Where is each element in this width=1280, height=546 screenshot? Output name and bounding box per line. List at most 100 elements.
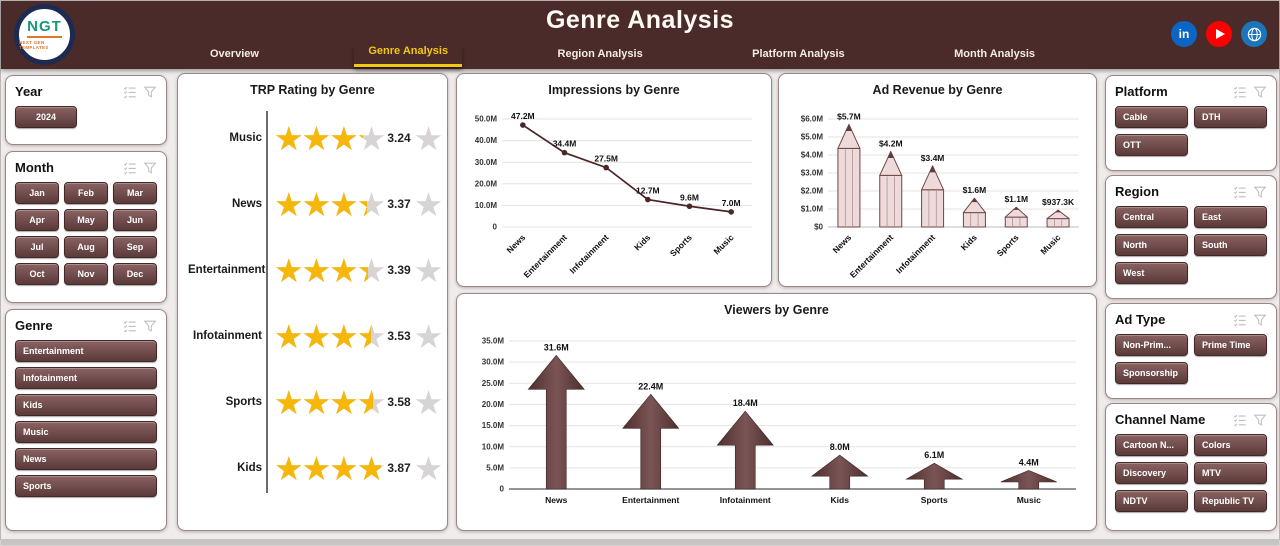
filter-option-jan[interactable]: Jan	[15, 182, 59, 204]
star-rating[interactable]: ★★★★★★★★	[274, 383, 386, 421]
tab-overview[interactable]: Overview	[210, 48, 259, 60]
svg-text:$2.0M: $2.0M	[801, 187, 824, 196]
filter-option-2024[interactable]: 2024	[15, 106, 77, 128]
month-filter-card: Month Jan Feb Mar Apr May Jun Jul Aug Sep Oct Nov D…	[5, 151, 167, 303]
trp-row: Entertainment ★★★★★★★★3.39★	[188, 237, 443, 303]
ad-revenue-pencil-chart[interactable]: $6.0M $5.0M $4.0M $3.0M $2.0M $1.0M $0 $5.7M $4.…	[786, 99, 1089, 281]
filter-option-non-prim-[interactable]: Non-Prim...	[1115, 334, 1188, 356]
filter-icon[interactable]	[1253, 85, 1267, 99]
filter-icon[interactable]	[1253, 413, 1267, 427]
filter-icon[interactable]	[143, 161, 157, 175]
rating-value: 3.53	[387, 329, 411, 343]
filter-option-sep[interactable]: Sep	[113, 236, 157, 258]
filter-option-discovery[interactable]: Discovery	[1115, 462, 1188, 484]
tab-platform-analysis[interactable]: Platform Analysis	[752, 48, 845, 60]
tab-month-analysis[interactable]: Month Analysis	[954, 48, 1035, 60]
filter-option-may[interactable]: May	[64, 209, 108, 231]
filter-option-jun[interactable]: Jun	[113, 209, 157, 231]
youtube-icon[interactable]	[1206, 21, 1232, 47]
filter-option-sponsorship[interactable]: Sponsorship	[1115, 362, 1188, 384]
star-rating[interactable]: ★★★★★★★★	[274, 185, 386, 223]
filter-option-mar[interactable]: Mar	[113, 182, 157, 204]
filter-option-feb[interactable]: Feb	[64, 182, 108, 204]
svg-text:Sports: Sports	[921, 495, 948, 505]
svg-text:6.1M: 6.1M	[924, 450, 944, 460]
svg-text:12.7M: 12.7M	[636, 186, 660, 196]
svg-text:8.0M: 8.0M	[830, 442, 850, 452]
filter-option-jul[interactable]: Jul	[15, 236, 59, 258]
svg-text:15.0M: 15.0M	[482, 421, 505, 430]
multiselect-icon[interactable]	[1233, 413, 1247, 427]
ngt-logo[interactable]: NGT NEXT GEN TEMPLATES	[14, 4, 75, 65]
multiselect-icon[interactable]	[123, 85, 137, 99]
header: NGT NEXT GEN TEMPLATES Genre Analysis Ov…	[1, 1, 1279, 69]
svg-text:Kids: Kids	[831, 495, 850, 505]
svg-text:Infotainment: Infotainment	[720, 495, 771, 505]
filter-option-music[interactable]: Music	[15, 421, 157, 443]
filter-option-central[interactable]: Central	[1115, 206, 1188, 228]
channel-name-filter-card: Channel Name Cartoon N... Colors Discovery…	[1105, 403, 1277, 531]
filter-option-aug[interactable]: Aug	[64, 236, 108, 258]
linkedin-icon[interactable]: in	[1171, 21, 1197, 47]
globe-icon[interactable]	[1241, 21, 1267, 47]
multiselect-icon[interactable]	[1233, 313, 1247, 327]
multiselect-icon[interactable]	[123, 161, 137, 175]
viewers-arrow-chart[interactable]: 35.0M 30.0M 25.0M 20.0M 15.0M 10.0M 5.0M 0 31.6M…	[463, 319, 1090, 519]
filter-option-ndtv[interactable]: NDTV	[1115, 490, 1188, 512]
genre-options: Entertainment Infotainment Kids Music News Sp…	[15, 340, 157, 497]
filter-option-colors[interactable]: Colors	[1194, 434, 1267, 456]
star-icon: ★	[413, 185, 444, 223]
filter-option-oct[interactable]: Oct	[15, 263, 59, 285]
filter-option-cable[interactable]: Cable	[1115, 106, 1188, 128]
multiselect-icon[interactable]	[1233, 85, 1247, 99]
logo-text: NGT	[27, 19, 62, 38]
svg-text:$937.3K: $937.3K	[1042, 197, 1075, 207]
multiselect-icon[interactable]	[1233, 185, 1247, 199]
svg-text:Sports: Sports	[668, 232, 694, 258]
genre-label: Entertainment	[188, 264, 266, 276]
globe-glyph	[1247, 27, 1261, 41]
filter-option-news[interactable]: News	[15, 448, 157, 470]
filter-option-entertainment[interactable]: Entertainment	[15, 340, 157, 362]
filter-option-south[interactable]: South	[1194, 234, 1267, 256]
star-rating[interactable]: ★★★★★★★★	[274, 449, 386, 487]
filter-option-mtv[interactable]: MTV	[1194, 462, 1267, 484]
filter-option-sports[interactable]: Sports	[15, 475, 157, 497]
logo-tagline: NEXT GEN TEMPLATES	[19, 39, 49, 50]
channel-name-filter-title: Channel Name	[1115, 412, 1206, 427]
star-rating[interactable]: ★★★★★★★★	[274, 119, 386, 157]
filter-icon[interactable]	[1253, 313, 1267, 327]
filter-option-kids[interactable]: Kids	[15, 394, 157, 416]
filter-option-west[interactable]: West	[1115, 262, 1188, 284]
star-rating[interactable]: ★★★★★★★★	[274, 317, 386, 355]
filter-option-republic-tv[interactable]: Republic TV	[1194, 490, 1267, 512]
filter-icon[interactable]	[143, 319, 157, 333]
filter-option-ott[interactable]: OTT	[1115, 134, 1188, 156]
svg-text:$3.4M: $3.4M	[921, 153, 945, 163]
filter-option-nov[interactable]: Nov	[64, 263, 108, 285]
filter-option-cartoon-n-[interactable]: Cartoon N...	[1115, 434, 1188, 456]
svg-text:Entertainment: Entertainment	[622, 495, 679, 505]
filter-option-dth[interactable]: DTH	[1194, 106, 1267, 128]
multiselect-icon[interactable]	[123, 319, 137, 333]
svg-text:20.0M: 20.0M	[475, 179, 498, 188]
impressions-line-chart[interactable]: 50.0M 40.0M 30.0M 20.0M 10.0M 0 47.2M 34.4M 27.5…	[464, 99, 764, 281]
svg-text:30.0M: 30.0M	[482, 358, 505, 367]
filter-option-prime-time[interactable]: Prime Time	[1194, 334, 1267, 356]
filter-option-dec[interactable]: Dec	[113, 263, 157, 285]
svg-text:9.6M: 9.6M	[680, 192, 699, 202]
filter-icon[interactable]	[143, 85, 157, 99]
genre-label: Music	[229, 132, 262, 144]
filter-icon[interactable]	[1253, 185, 1267, 199]
filter-option-east[interactable]: East	[1194, 206, 1267, 228]
svg-text:Sports: Sports	[995, 232, 1021, 258]
filter-option-north[interactable]: North	[1115, 234, 1188, 256]
filter-option-infotainment[interactable]: Infotainment	[15, 367, 157, 389]
tab-region-analysis[interactable]: Region Analysis	[557, 48, 643, 60]
region-filter-title: Region	[1115, 184, 1160, 199]
filter-option-apr[interactable]: Apr	[15, 209, 59, 231]
star-rating[interactable]: ★★★★★★★★	[274, 251, 386, 289]
genre-filter-title: Genre	[15, 318, 53, 333]
tab-genre-analysis[interactable]: Genre Analysis	[354, 45, 463, 67]
